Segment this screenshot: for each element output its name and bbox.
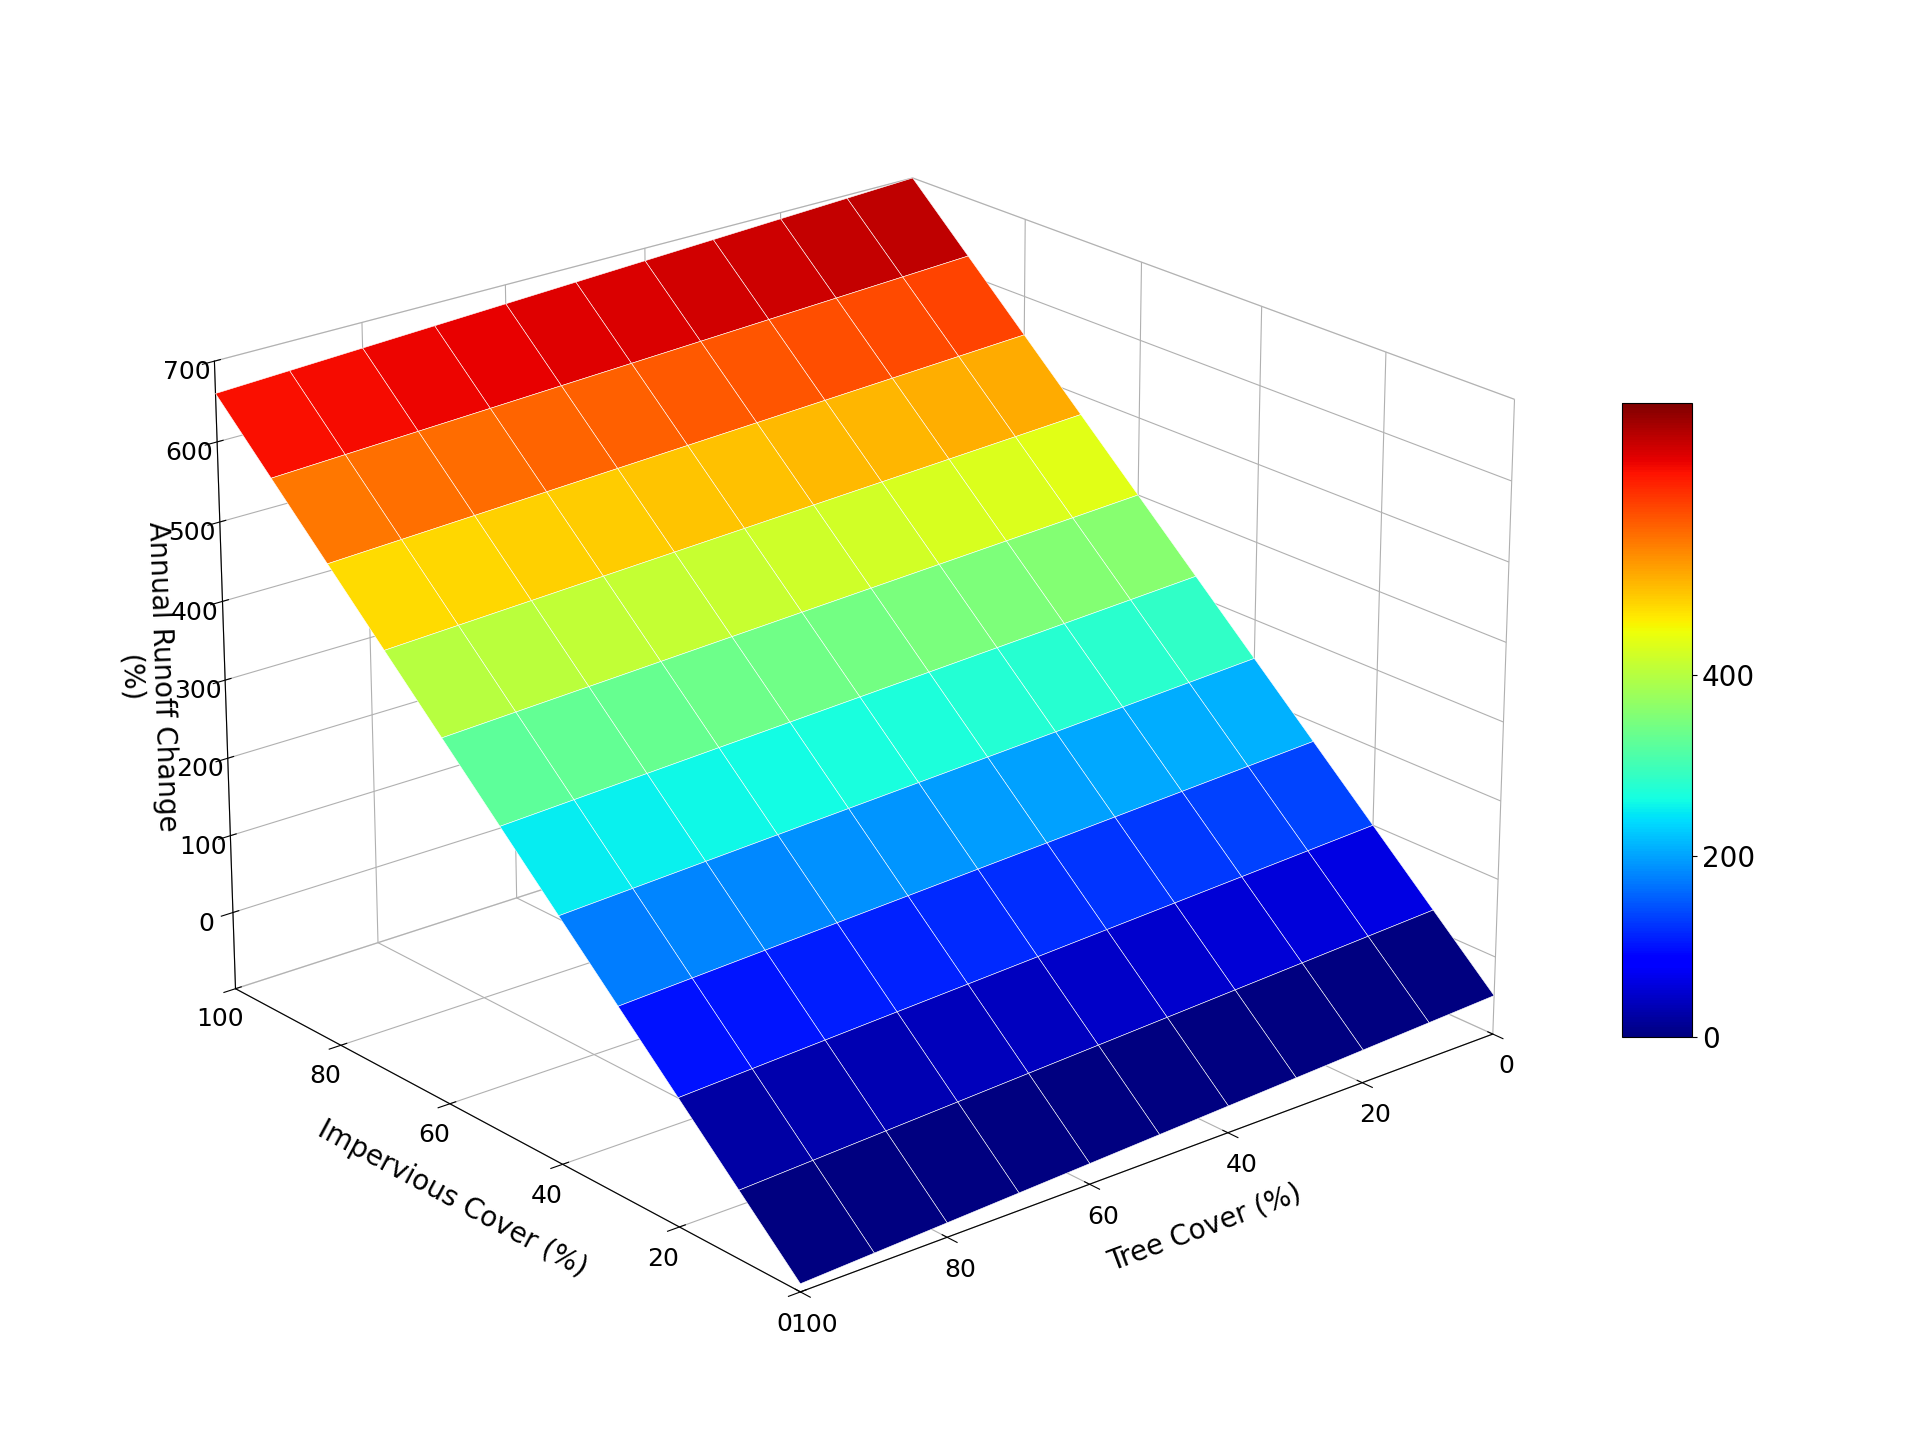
Y-axis label: Impervious Cover (%): Impervious Cover (%) [313, 1116, 591, 1283]
X-axis label: Tree Cover (%): Tree Cover (%) [1104, 1179, 1306, 1277]
